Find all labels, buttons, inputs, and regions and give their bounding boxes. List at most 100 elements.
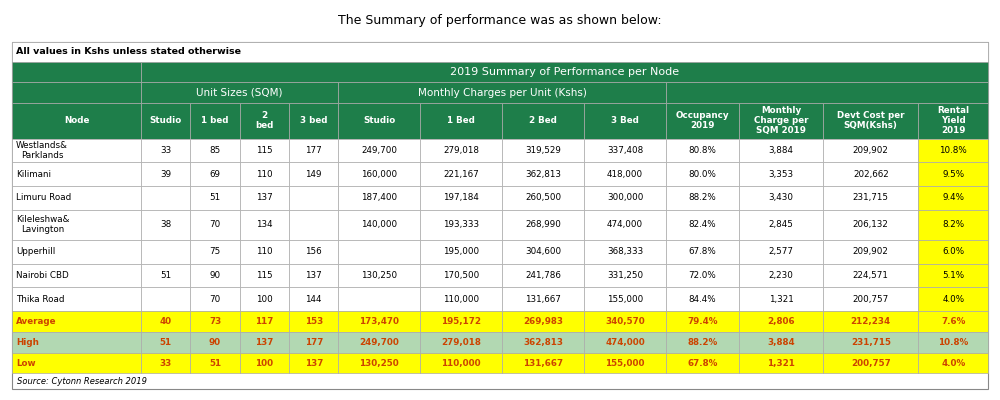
Text: 10.8%: 10.8%	[938, 338, 968, 347]
Text: 110,000: 110,000	[443, 295, 479, 304]
Bar	[289, 332, 338, 353]
Bar	[12, 264, 141, 287]
Bar	[584, 264, 666, 287]
Bar	[739, 332, 823, 353]
Text: Kilimani: Kilimani	[16, 170, 51, 178]
Text: 187,400: 187,400	[361, 193, 397, 202]
Text: 269,983: 269,983	[523, 317, 563, 326]
Bar	[12, 62, 141, 82]
Bar	[338, 82, 666, 103]
Bar	[289, 287, 338, 311]
Bar	[338, 162, 420, 186]
Text: Unit Sizes (SQM): Unit Sizes (SQM)	[196, 88, 283, 98]
Bar	[420, 138, 502, 162]
Bar	[584, 210, 666, 240]
Text: 279,018: 279,018	[443, 146, 479, 155]
Bar	[666, 103, 739, 138]
Bar	[141, 353, 190, 374]
Text: 51: 51	[209, 193, 221, 202]
Text: 110: 110	[256, 247, 273, 256]
Text: 200,757: 200,757	[851, 358, 891, 368]
Text: 1,321: 1,321	[767, 358, 795, 368]
Bar	[666, 353, 739, 374]
Bar	[12, 103, 141, 138]
Text: 4.0%: 4.0%	[941, 358, 965, 368]
Text: 279,018: 279,018	[441, 338, 481, 347]
Bar	[584, 162, 666, 186]
Text: Low: Low	[16, 358, 36, 368]
Text: 1 Bed: 1 Bed	[447, 116, 475, 125]
Text: 300,000: 300,000	[607, 193, 643, 202]
Bar	[141, 62, 988, 82]
Text: 337,408: 337,408	[607, 146, 643, 155]
Text: 84.4%: 84.4%	[689, 295, 716, 304]
Text: 137: 137	[305, 271, 322, 280]
Text: 73: 73	[209, 317, 221, 326]
Text: 137: 137	[305, 358, 323, 368]
Text: 130,250: 130,250	[360, 358, 399, 368]
Text: 224,571: 224,571	[853, 271, 889, 280]
Text: 117: 117	[255, 317, 274, 326]
Text: 418,000: 418,000	[607, 170, 643, 178]
Text: 2,577: 2,577	[769, 247, 794, 256]
Bar	[289, 264, 338, 287]
Text: The Summary of performance was as shown below:: The Summary of performance was as shown …	[338, 14, 662, 27]
Bar	[918, 311, 988, 332]
Text: 69: 69	[210, 170, 221, 178]
Text: 70: 70	[209, 220, 221, 229]
Text: 368,333: 368,333	[607, 247, 643, 256]
Bar	[918, 332, 988, 353]
Text: Node: Node	[64, 116, 89, 125]
Bar	[12, 240, 141, 264]
Bar	[338, 353, 420, 374]
Bar	[141, 210, 190, 240]
Text: 149: 149	[306, 170, 322, 178]
Text: 153: 153	[305, 317, 323, 326]
Text: 88.2%: 88.2%	[689, 193, 716, 202]
Bar	[289, 353, 338, 374]
Text: 155,000: 155,000	[607, 295, 643, 304]
Bar	[12, 138, 141, 162]
Bar	[823, 240, 918, 264]
Bar	[584, 311, 666, 332]
Text: 137: 137	[255, 338, 274, 347]
Bar	[190, 138, 240, 162]
Text: Source: Cytonn Research 2019: Source: Cytonn Research 2019	[17, 377, 147, 386]
Bar	[190, 311, 240, 332]
Text: 134: 134	[256, 220, 273, 229]
Bar	[190, 162, 240, 186]
Bar	[12, 311, 141, 332]
Bar	[420, 186, 502, 210]
Text: Occupancy
2019: Occupancy 2019	[676, 111, 729, 130]
Bar	[289, 210, 338, 240]
Bar	[739, 353, 823, 374]
Text: 72.0%: 72.0%	[689, 271, 716, 280]
Text: 79.4%: 79.4%	[687, 317, 718, 326]
Bar	[190, 103, 240, 138]
Bar	[823, 210, 918, 240]
Text: 2,230: 2,230	[769, 271, 793, 280]
Text: 39: 39	[160, 170, 171, 178]
Bar	[190, 186, 240, 210]
Bar	[420, 353, 502, 374]
Bar	[240, 332, 289, 353]
Text: 90: 90	[209, 271, 221, 280]
Text: 212,234: 212,234	[851, 317, 891, 326]
Text: 67.8%: 67.8%	[687, 358, 718, 368]
Text: 474,000: 474,000	[607, 220, 643, 229]
Text: 80.8%: 80.8%	[689, 146, 716, 155]
Text: 110,000: 110,000	[441, 358, 481, 368]
Bar	[739, 264, 823, 287]
Text: 7.6%: 7.6%	[941, 317, 965, 326]
Text: 195,000: 195,000	[443, 247, 479, 256]
Text: Thika Road: Thika Road	[16, 295, 64, 304]
Text: 304,600: 304,600	[525, 247, 561, 256]
Bar	[739, 311, 823, 332]
Bar	[338, 210, 420, 240]
Bar	[584, 103, 666, 138]
Bar	[502, 353, 584, 374]
Text: 3,884: 3,884	[769, 146, 794, 155]
Bar	[584, 240, 666, 264]
Text: 340,570: 340,570	[605, 317, 645, 326]
Bar	[338, 138, 420, 162]
